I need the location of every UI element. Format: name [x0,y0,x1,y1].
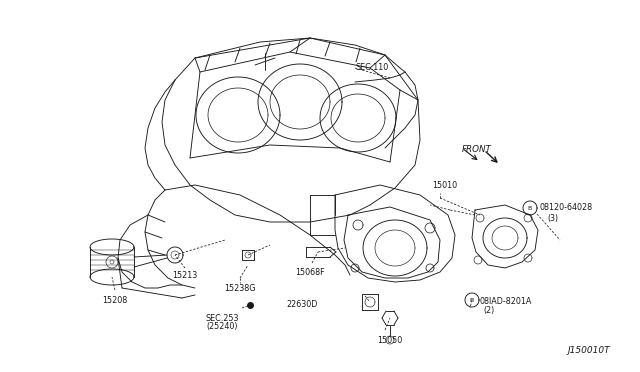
Text: SEC.110: SEC.110 [355,64,388,73]
Text: 15208: 15208 [102,296,127,305]
Text: 15068F: 15068F [295,268,325,277]
Text: 15213: 15213 [172,271,198,280]
Text: B: B [528,205,532,211]
Text: J150010T: J150010T [568,346,610,355]
Text: (3): (3) [547,214,558,222]
Text: 08120-64028: 08120-64028 [540,203,593,212]
Text: 15010: 15010 [432,181,457,190]
Text: 15238G: 15238G [224,284,256,293]
Text: 08IAD-8201A: 08IAD-8201A [480,298,532,307]
Text: SEC.253: SEC.253 [205,314,239,323]
Text: 22630D: 22630D [286,300,317,309]
Text: 15050: 15050 [378,336,403,345]
Text: (25240): (25240) [206,322,237,331]
Text: B: B [470,298,474,302]
Text: (2): (2) [483,305,494,314]
Text: FRONT: FRONT [462,145,492,154]
